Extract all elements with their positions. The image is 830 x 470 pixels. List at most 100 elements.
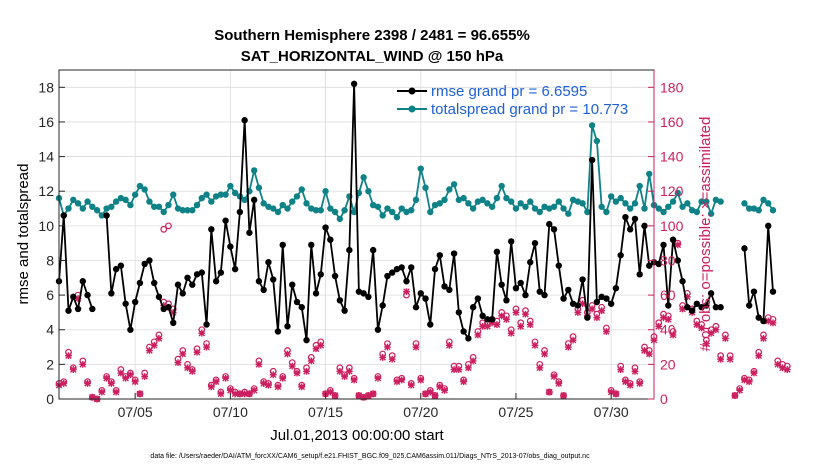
obs-assimilated-marker bbox=[722, 334, 729, 342]
obs-assimilated-marker bbox=[593, 314, 601, 322]
totalspread-point bbox=[241, 196, 248, 204]
totalspread-point bbox=[527, 198, 534, 205]
obs-assimilated-marker bbox=[336, 367, 344, 375]
rmse-point bbox=[555, 262, 562, 269]
obs-assimilated-marker bbox=[393, 378, 401, 386]
totalspread-point bbox=[84, 198, 91, 205]
y2-tick-label: 160 bbox=[660, 114, 684, 130]
obs-assimilated-marker bbox=[479, 322, 487, 330]
rmse-point bbox=[384, 272, 391, 280]
rmse-point bbox=[646, 262, 653, 269]
rmse-point bbox=[74, 305, 82, 313]
totalspread-point bbox=[427, 208, 434, 216]
totalspread-point bbox=[360, 174, 367, 181]
rmse-point bbox=[717, 304, 724, 311]
rmse-point bbox=[217, 269, 225, 276]
obs-assimilated-marker bbox=[155, 334, 163, 342]
y2-tick-label: 140 bbox=[660, 149, 684, 165]
totalspread-point bbox=[108, 203, 115, 210]
totalspread-point bbox=[584, 208, 591, 216]
totalspread-point bbox=[488, 203, 496, 210]
footer-data-file: data file: /Users/raeder/DAI/ATM_forcXX/… bbox=[150, 453, 590, 460]
obs-assimilated-marker bbox=[507, 329, 515, 337]
rmse-point bbox=[627, 226, 634, 233]
obs-assimilated-marker bbox=[265, 381, 272, 389]
obs-assimilated-marker bbox=[374, 374, 382, 382]
obs-assimilated-marker bbox=[260, 380, 268, 387]
obs-assimilated-marker bbox=[417, 376, 425, 384]
obs-assimilated-marker bbox=[279, 374, 287, 382]
totalspread-point bbox=[327, 205, 334, 212]
obs-assimilated-marker bbox=[641, 347, 648, 354]
obs-assimilated-marker bbox=[522, 310, 529, 318]
obs-assimilated-marker bbox=[450, 366, 458, 373]
rmse-point bbox=[765, 222, 772, 230]
rmse-point bbox=[203, 321, 210, 328]
rmse-point bbox=[117, 262, 125, 269]
obs-assimilated-marker bbox=[293, 369, 301, 377]
obs-assimilated-marker bbox=[241, 390, 249, 398]
obs-assimilated-marker bbox=[603, 328, 610, 335]
rmse-point bbox=[227, 243, 234, 250]
totalspread-point bbox=[303, 200, 310, 207]
totalspread-point bbox=[679, 203, 686, 210]
obs-assimilated-marker bbox=[717, 355, 725, 363]
rmse-point bbox=[479, 312, 486, 320]
rmse-point bbox=[408, 264, 415, 271]
gridlines bbox=[59, 70, 654, 400]
obs-assimilated-marker bbox=[455, 366, 463, 373]
totalspread-point bbox=[70, 196, 77, 204]
y2-tick-label: 0 bbox=[660, 391, 668, 407]
rmse-point bbox=[122, 300, 129, 307]
rmse-point bbox=[127, 326, 134, 333]
obs-assimilated-marker bbox=[693, 321, 701, 328]
rmse-point bbox=[769, 288, 777, 295]
chart-title: Southern Hemisphere 2398 / 2481 = 96.655… bbox=[214, 27, 530, 44]
rmse-point bbox=[208, 226, 215, 233]
obs-assimilated-marker bbox=[736, 386, 744, 394]
totalspread-point bbox=[208, 198, 215, 205]
rmse-point bbox=[369, 246, 377, 254]
obs-assimilated-marker bbox=[541, 350, 548, 358]
rmse-point bbox=[422, 295, 429, 302]
obs-assimilated-marker bbox=[755, 352, 763, 360]
rmse-point bbox=[84, 291, 91, 299]
y-tick-label: 4 bbox=[46, 322, 54, 338]
obs-assimilated-marker bbox=[236, 390, 244, 398]
rmse-point bbox=[693, 300, 701, 307]
rmse-point bbox=[446, 286, 453, 294]
obs-assimilated-marker bbox=[212, 378, 220, 386]
totalspread-point bbox=[607, 193, 615, 200]
rmse-point bbox=[603, 295, 610, 302]
rmse-point bbox=[136, 279, 144, 287]
totalspread-point bbox=[484, 200, 491, 207]
obs-assimilated-marker bbox=[769, 319, 777, 327]
y-tick-label: 12 bbox=[38, 183, 54, 199]
y2-tick-label: 40 bbox=[660, 322, 676, 338]
obs-assimilated-marker bbox=[774, 360, 782, 368]
obs-assimilated-marker bbox=[445, 341, 453, 349]
obs-assimilated-marker bbox=[726, 355, 734, 363]
obs-assimilated-marker bbox=[184, 364, 191, 372]
obs-assimilated-marker bbox=[783, 366, 791, 373]
obs-assimilated-marker bbox=[526, 321, 534, 328]
rmse-point bbox=[436, 252, 443, 259]
rmse-point bbox=[289, 281, 296, 288]
rmse-point bbox=[241, 117, 248, 124]
obs-assimilated-marker bbox=[388, 355, 396, 363]
totalspread-point bbox=[217, 191, 225, 198]
rmse-point bbox=[65, 307, 72, 314]
obs-assimilated-marker bbox=[274, 383, 282, 391]
rmse-point bbox=[441, 283, 448, 290]
totalspread-point bbox=[669, 198, 677, 205]
totalspread-point bbox=[293, 193, 301, 200]
rmse-point bbox=[260, 286, 267, 294]
totalspread-point bbox=[398, 205, 405, 212]
rmse-point bbox=[679, 278, 686, 285]
right-axis: 0 20 40 60 80 100 120 140 160 180 bbox=[648, 70, 684, 407]
totalspread-point bbox=[79, 205, 87, 212]
obs-assimilated-marker bbox=[226, 386, 234, 394]
rmse-point bbox=[612, 284, 620, 292]
obs-assimilated-marker bbox=[365, 392, 372, 399]
